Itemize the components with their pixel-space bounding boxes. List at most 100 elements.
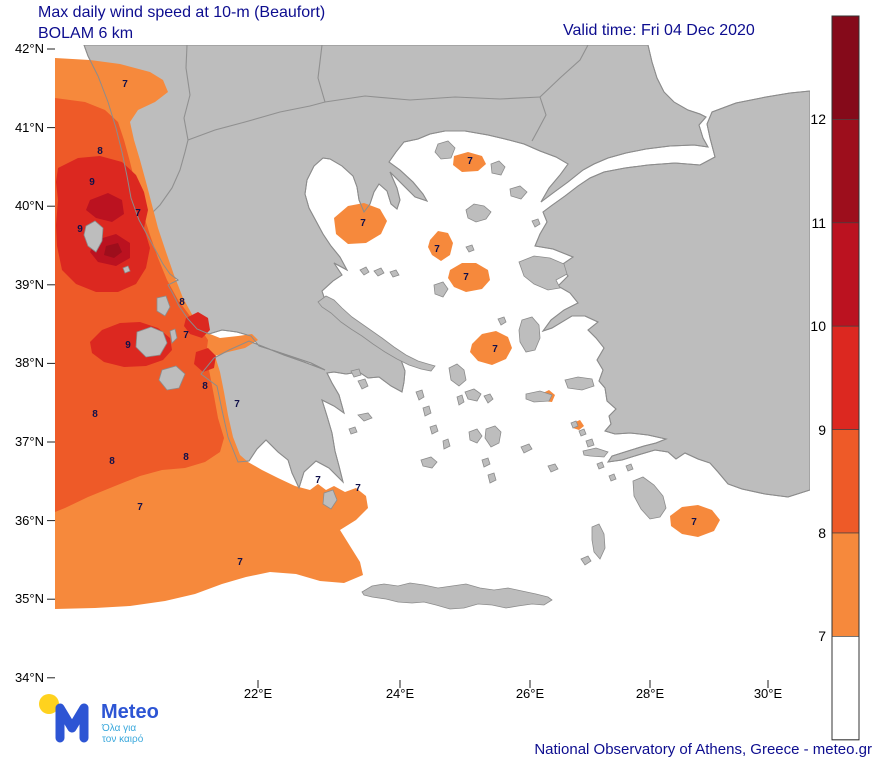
lat-label-35°N: 35°N [14,591,44,607]
border-greece-bulgaria [324,95,541,103]
island-skiathos [359,266,370,276]
border-albania-nmk [183,45,191,141]
island-corfu [83,220,104,253]
contour-label-7-9: 7 [234,399,240,410]
island-rhodes [632,476,667,520]
island-kythnos [422,405,432,417]
map-title-line2: BOLAM 6 km [38,25,134,42]
meteo-logo [39,694,89,743]
logo-wordmark: Meteo [101,701,159,723]
island-spetses [348,426,358,435]
colorbar-segment-8-9 [831,429,860,534]
colorbar-segment-10-11 [831,222,860,327]
island-bozcaada [531,218,541,228]
contour-label-7-7: 7 [183,330,189,341]
contour-label-8-10: 8 [92,409,98,420]
logo-tagline-line1: Όλα για [102,723,137,734]
island-nisyros [596,461,605,470]
colorbar-segment-9-10 [831,325,860,430]
lat-label-38°N: 38°N [14,355,44,371]
island-skopelos [373,267,385,277]
lon-label-24°E: 24°E [385,686,415,701]
wind-contour-9-lefkada-b [194,348,216,372]
colorbar-label-11: 11 [811,214,826,231]
valid-time: Valid time: Fri 04 Dec 2020 [563,22,755,39]
logo-tagline-line2: τον καιρό [102,734,144,745]
axis-ticks [47,48,769,688]
map-title-line1: Max daily wind speed at 10-m (Beaufort) [38,4,326,21]
island-crete [361,582,553,610]
colorbar-label-9: 9 [818,421,826,438]
colorbar-segment-7-8 [831,532,860,637]
lat-label-34°N: 34°N [14,669,44,685]
island-syros [456,394,465,406]
island-patmos [570,420,579,429]
island-mykonos [483,393,494,404]
island-kos [582,447,609,458]
wind-contour-7-rhodes-se [670,505,720,537]
logo-m-glyph [55,703,89,743]
country-borders [139,45,589,226]
island-milos [420,456,438,469]
island-astypalaia [547,463,559,473]
contour-label-9-4: 9 [77,224,83,235]
island-ios [481,457,491,468]
colorbar-segment-12+ [831,15,860,120]
contour-label-7-19: 7 [434,244,440,255]
island-euboea [317,295,436,372]
island-sifnos [442,438,451,450]
wind-contour-10-a [86,193,124,222]
contour-label-7-17: 7 [467,156,473,167]
island-leros [578,428,587,437]
island-chios [518,316,541,353]
island-symi [625,463,634,472]
lon-label-22°E: 22°E [243,686,273,701]
island-karpathos [591,523,606,560]
island-gokceada [509,185,528,200]
island-andros [448,363,467,387]
island-ikaria [525,390,553,403]
border-greece-albania [139,139,189,226]
wind-contour-7-thasos-sea [453,152,486,172]
contour-label-8-8: 8 [202,381,208,392]
contour-label-7-15: 7 [355,483,361,494]
wind-contour-7-chios-west [470,331,512,365]
lon-label-26°E: 26°E [515,686,545,701]
island-ithaca [169,328,178,344]
border-bulgaria-turkey [539,45,589,98]
contour-label-7-18: 7 [360,218,366,229]
colorbar-segment-11-12 [831,119,860,224]
contour-label-8-12: 8 [183,452,189,463]
colorbar-label-7: 7 [818,628,826,645]
colorbar-frame [831,15,860,741]
contour-label-7-3: 7 [135,208,141,219]
colorbar-label-8: 8 [818,525,826,541]
island-kefalonia [135,326,168,358]
island-kea [415,389,425,401]
island-amorgos [520,443,533,454]
island-hydra [357,412,373,422]
island-thasos [434,140,456,160]
lon-label-28°E: 28°E [635,686,665,701]
logo-yellow-dot [39,694,59,714]
island-psara [497,316,507,326]
contour-label-9-6: 9 [125,340,131,351]
island-kythira [322,489,338,510]
island-tinos [464,388,482,402]
border-greece-nmk [187,101,326,141]
contour-label-9-2: 9 [89,177,95,188]
island-lefkada [156,295,171,317]
lat-label-41°N: 41°N [14,119,44,135]
lat-label-42°N: 42°N [14,41,44,56]
lat-label-39°N: 39°N [14,276,44,292]
wind-contour-7-chalkidiki [334,203,387,244]
island-lesbos [518,255,568,291]
colorbar-label-10: 10 [810,318,826,335]
attribution: National Observatory of Athens, Greece -… [534,741,872,758]
wind-contour-7-limnos-sw [428,231,453,261]
island-skyros [433,281,449,298]
island-paros [468,428,483,444]
colorbar-label-12: 12 [810,111,826,128]
wind-contour-11-core [104,243,122,258]
island-serifos [429,424,439,435]
